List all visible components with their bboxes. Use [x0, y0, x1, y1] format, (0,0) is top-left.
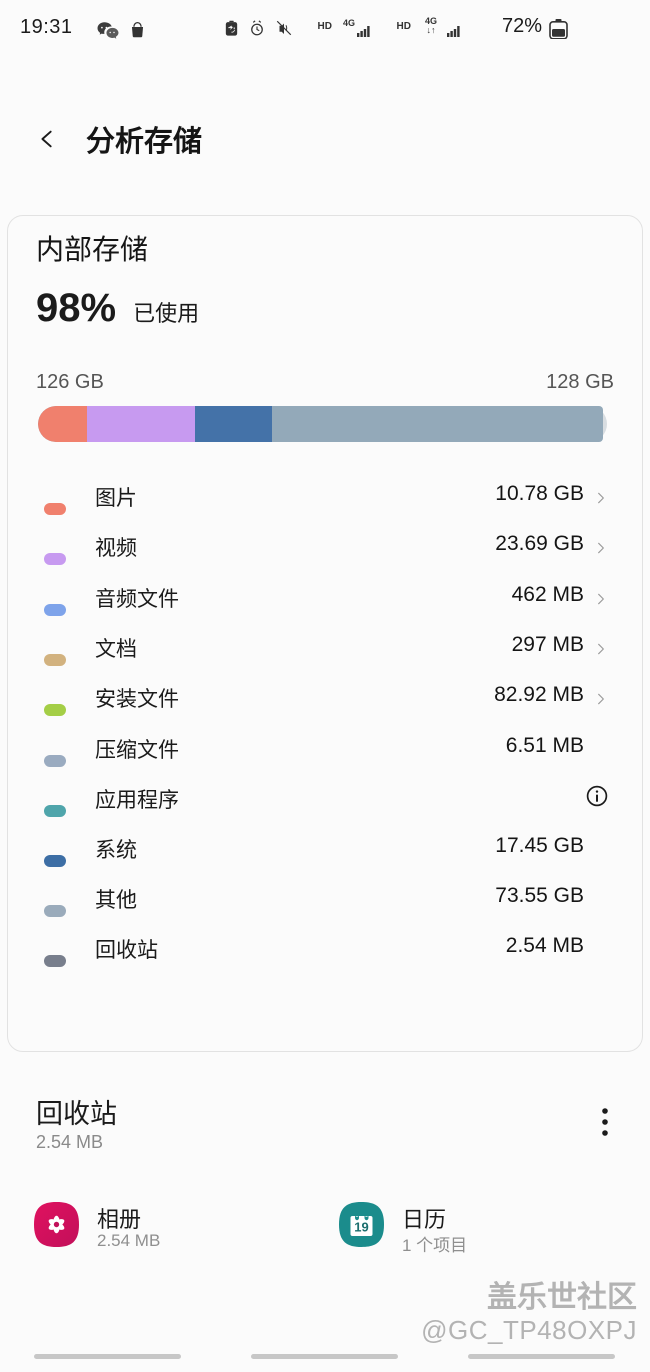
- svg-text:19: 19: [354, 1220, 368, 1235]
